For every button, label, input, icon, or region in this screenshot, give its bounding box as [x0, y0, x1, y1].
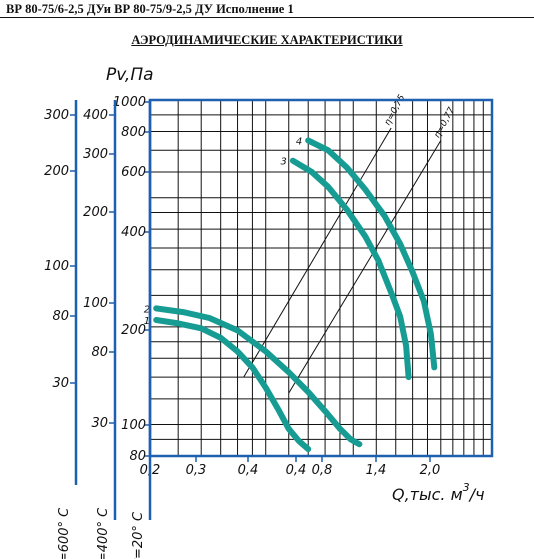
x-tick-label: 0,3: [186, 463, 207, 478]
x-tick-label: 0,4: [238, 463, 259, 478]
series-label-4: 4: [296, 137, 302, 148]
aux-axes: 300 200 100 80 30 t=600° C 400 300 200 100 80 30 t=4…: [44, 100, 152, 559]
aux-tick-label: 30: [52, 376, 69, 391]
y-tick-label: 200: [121, 323, 146, 338]
aux-tick-label: 400: [83, 108, 108, 123]
aux-tick-label: 300: [44, 108, 69, 123]
series-line-4: [305, 137, 438, 371]
efficiency-line: [243, 127, 392, 378]
y-axis-label: Pv,Па: [106, 65, 154, 85]
aux-tick-label: 80: [91, 345, 108, 360]
chart-title: АЭРОДИНАМИЧЕСКИЕ ХАРАКТЕРИСТИКИ: [131, 33, 403, 47]
series-curves: 12 34: [144, 137, 438, 453]
series-line-2: [153, 305, 363, 448]
aux-tick-label: 100: [44, 259, 69, 274]
series-line-3: [289, 157, 412, 381]
y-tick-label: 100: [121, 418, 146, 433]
y-tick-label: 1000: [113, 95, 146, 110]
x-tick-label: 1,4: [366, 463, 387, 478]
aux-tick-label: 200: [83, 205, 108, 220]
y-tick-label: 600: [121, 165, 146, 180]
y-tick-label: 400: [121, 225, 146, 240]
plot-frame: [144, 98, 494, 462]
header-divider: [0, 17, 534, 18]
aux-tick-label: 200: [44, 164, 69, 179]
aux-tick-label: 30: [91, 416, 108, 431]
series-line-1: [153, 317, 312, 453]
x-tick-label: 2,0: [420, 463, 441, 478]
aux-axis-label: t=20° C: [131, 511, 146, 559]
x-axis-label-tail: /ч: [468, 485, 485, 504]
tick-labels: 0,20,30,40,40,81,42,08010020040060080010…: [113, 95, 440, 478]
x-axis-label: Q,тыс. м3/ч: [392, 481, 485, 504]
aux-tick-label: 100: [83, 296, 108, 311]
y-tick-label: 800: [121, 125, 146, 140]
aux-axis-label: t=600° C: [57, 507, 72, 559]
x-axis-label-main: Q,тыс. м: [392, 485, 463, 504]
y-tick-label: 80: [129, 449, 146, 464]
aux-tick-label: 300: [83, 147, 108, 162]
aux-tick-label: 80: [52, 309, 69, 324]
series-label-1: 1: [144, 316, 150, 327]
axis-labels: Pv,Па Q,тыс. м3/ч: [106, 65, 485, 504]
aux-axis-label: t=400° C: [96, 507, 111, 559]
header-title: ВР 80-75/6-2,5 ДУи ВР 80-75/9-2,5 ДУ Исп…: [6, 2, 294, 16]
efficiency-label: η=0,77: [433, 106, 458, 140]
x-axis-label-sup: 3: [463, 481, 470, 494]
series-label-3: 3: [281, 157, 287, 168]
x-tick-label: 0,8: [312, 463, 333, 478]
series-label-2: 2: [144, 304, 150, 315]
efficiency-lines: η=0,75 η=0,77: [243, 93, 458, 394]
x-tick-label: 0,4: [286, 463, 307, 478]
efficiency-line: [288, 140, 442, 394]
